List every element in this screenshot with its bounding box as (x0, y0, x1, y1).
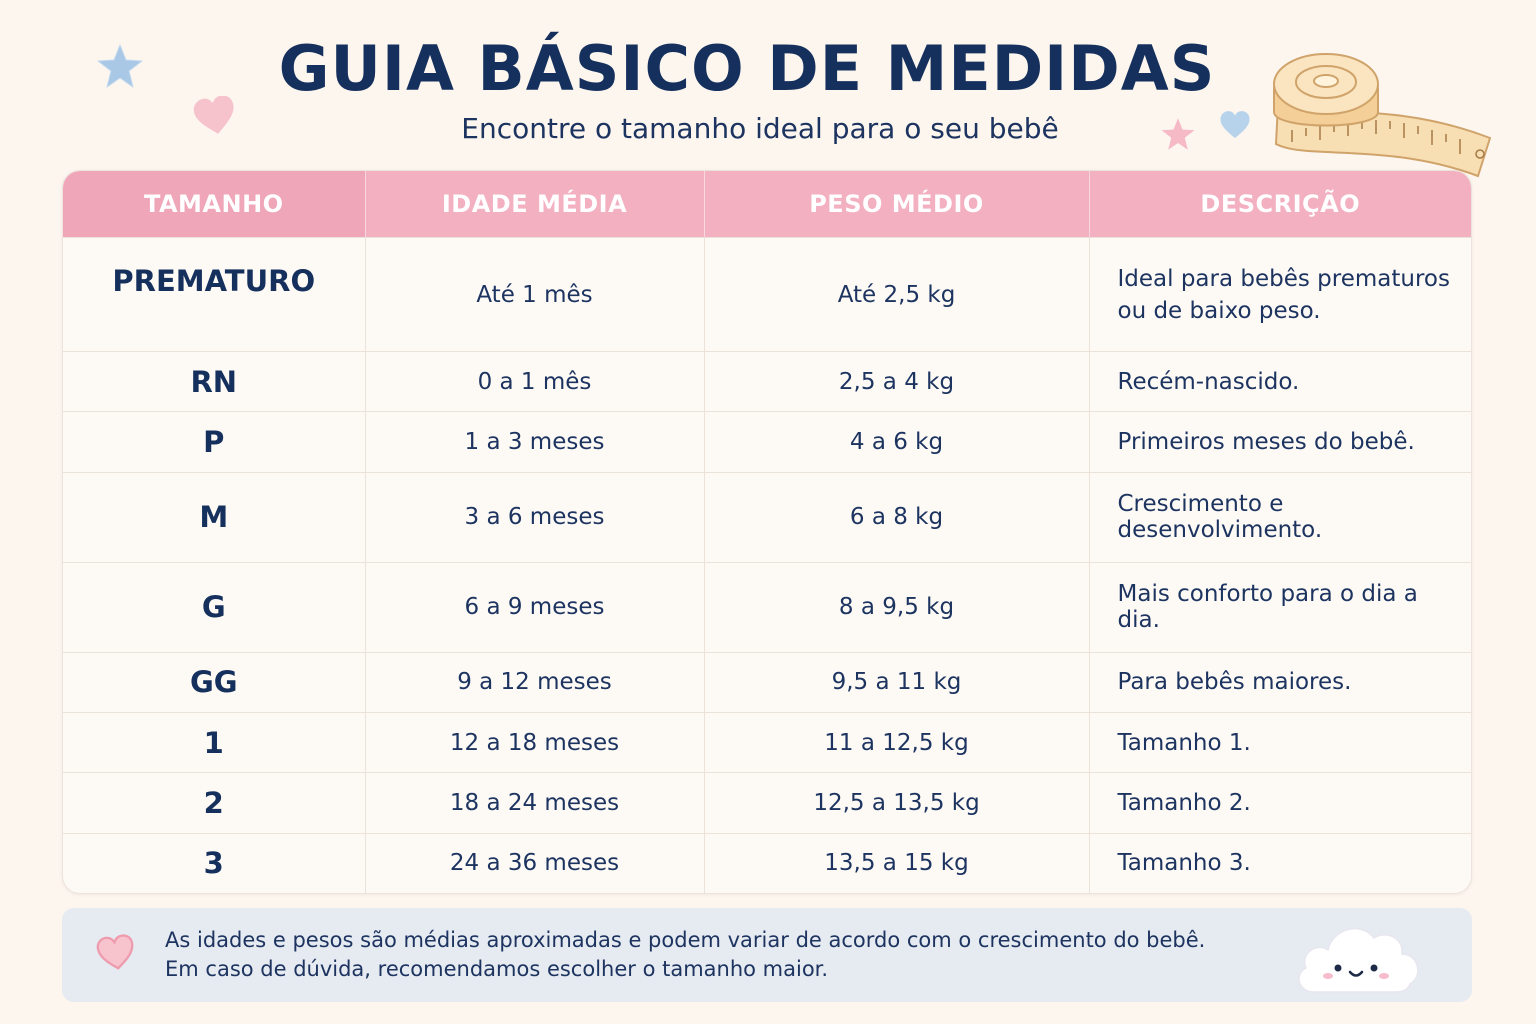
size-cell: P (63, 411, 366, 473)
description-cell: Recém-nascido. (1089, 350, 1471, 412)
age-cell: 3 a 6 meses (365, 471, 705, 563)
weight-cell: 2,5 a 4 kg (704, 350, 1090, 412)
description-cell: Mais conforto para o dia a dia. (1089, 561, 1471, 653)
age-cell: 24 a 36 meses (365, 832, 705, 893)
table-row: GG 9 a 12 meses 9,5 a 11 kg Para bebês m… (63, 651, 1471, 713)
description-cell: Para bebês maiores. (1089, 651, 1471, 713)
table-row: 1 12 a 18 meses 11 a 12,5 kg Tamanho 1. (63, 711, 1471, 773)
pink-heart-icon (193, 96, 234, 134)
description-cell: Tamanho 2. (1089, 772, 1471, 834)
weight-cell: 11 a 12,5 kg (704, 711, 1090, 773)
header-age: IDADE MÉDIA (365, 171, 705, 238)
table-row: M 3 a 6 meses 6 a 8 kg Crescimento e des… (63, 471, 1471, 563)
table-row: RN 0 a 1 mês 2,5 a 4 kg Recém-nascido. (63, 350, 1471, 412)
size-cell: PREMATURO (63, 237, 366, 352)
note-text: As idades e pesos são médias aproximadas… (165, 926, 1205, 984)
note-line-1: As idades e pesos são médias aproximadas… (165, 928, 1206, 952)
size-cell: 2 (63, 772, 366, 834)
blue-heart-icon (1220, 111, 1250, 139)
age-cell: 12 a 18 meses (365, 711, 705, 773)
weight-cell: 4 a 6 kg (704, 411, 1090, 473)
header-weight: PESO MÉDIO (704, 171, 1090, 238)
table-row: G 6 a 9 meses 8 a 9,5 kg Mais conforto p… (63, 561, 1471, 653)
description-cell: Crescimento e desenvolvimento. (1089, 471, 1471, 563)
age-cell: 9 a 12 meses (365, 651, 705, 713)
table-header-row: TAMANHO IDADE MÉDIA PESO MÉDIO DESCRIÇÃO (63, 171, 1471, 238)
age-cell: 1 a 3 meses (365, 411, 705, 473)
description-cell: Ideal para bebês prematuros ou de baixo … (1089, 237, 1471, 352)
age-cell: 18 a 24 meses (365, 772, 705, 834)
size-cell: 1 (63, 711, 366, 773)
size-cell: GG (63, 651, 366, 713)
size-cell: M (63, 471, 366, 563)
weight-cell: 13,5 a 15 kg (704, 832, 1090, 893)
cloud-icon (1298, 927, 1419, 993)
description-cell: Tamanho 1. (1089, 711, 1471, 773)
table-row: 3 24 a 36 meses 13,5 a 15 kg Tamanho 3. (63, 832, 1471, 893)
weight-cell: 12,5 a 13,5 kg (704, 772, 1090, 834)
pink-star-icon (1161, 118, 1195, 150)
table-row: PREMATURO Até 1 mês Até 2,5 kg Ideal par… (63, 237, 1471, 352)
description-cell: Tamanho 3. (1089, 832, 1471, 893)
note-line-2: Em caso de dúvida, recomendamos escolher… (165, 957, 829, 981)
weight-cell: Até 2,5 kg (704, 237, 1090, 352)
table-row: P 1 a 3 meses 4 a 6 kg Primeiros meses d… (63, 411, 1471, 473)
age-cell: 0 a 1 mês (365, 350, 705, 412)
table-row: 2 18 a 24 meses 12,5 a 13,5 kg Tamanho 2… (63, 772, 1471, 834)
age-cell: Até 1 mês (365, 237, 705, 352)
weight-cell: 8 a 9,5 kg (704, 561, 1090, 653)
weight-cell: 9,5 a 11 kg (704, 651, 1090, 713)
measuring-tape-icon (1273, 53, 1492, 178)
blue-star-icon (97, 44, 143, 88)
header-size: TAMANHO (63, 171, 366, 238)
size-cell: 3 (63, 832, 366, 893)
header-description: DESCRIÇÃO (1089, 171, 1471, 238)
page-subtitle: Encontre o tamanho ideal para o seu bebê (461, 112, 1059, 145)
description-cell: Primeiros meses do bebê. (1089, 411, 1471, 473)
size-cell: G (63, 561, 366, 653)
info-note: As idades e pesos são médias aproximadas… (62, 908, 1472, 1002)
size-cell: RN (63, 350, 366, 412)
heart-icon (96, 934, 134, 970)
age-cell: 6 a 9 meses (365, 561, 705, 653)
page-title: GUIA BÁSICO DE MEDIDAS (278, 32, 1216, 105)
size-guide-table: TAMANHO IDADE MÉDIA PESO MÉDIO DESCRIÇÃO… (62, 170, 1472, 894)
weight-cell: 6 a 8 kg (704, 471, 1090, 563)
